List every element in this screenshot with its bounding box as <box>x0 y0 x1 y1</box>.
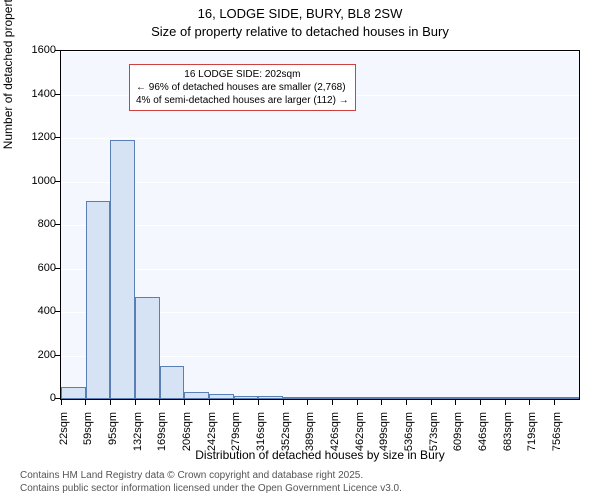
histogram-bar <box>431 397 456 399</box>
histogram-bar <box>86 201 111 399</box>
gridline <box>61 138 579 139</box>
xtick-mark <box>61 400 62 405</box>
xtick-mark <box>233 400 234 405</box>
histogram-bar <box>61 387 86 399</box>
xtick-mark <box>332 400 333 405</box>
chart-container: 16, LODGE SIDE, BURY, BL8 2SW Size of pr… <box>0 0 600 500</box>
xtick-mark <box>159 400 160 405</box>
histogram-bar <box>110 140 135 399</box>
ytick-label: 1600 <box>6 44 56 56</box>
footer-copyright: Contains HM Land Registry data © Crown c… <box>20 470 363 481</box>
chart-title-address: 16, LODGE SIDE, BURY, BL8 2SW <box>0 6 600 21</box>
histogram-bar <box>184 392 209 399</box>
xtick-mark <box>357 400 358 405</box>
gridline <box>61 51 579 52</box>
ytick-label: 800 <box>6 218 56 230</box>
histogram-bar <box>258 396 283 399</box>
xtick-mark <box>554 400 555 405</box>
histogram-bar <box>357 397 382 399</box>
xtick-mark <box>283 400 284 405</box>
x-axis-label: Distribution of detached houses by size … <box>60 448 580 462</box>
chart-title-description: Size of property relative to detached ho… <box>0 24 600 39</box>
plot-area: 16 LODGE SIDE: 202sqm ← 96% of detached … <box>60 50 580 400</box>
xtick-mark <box>135 400 136 405</box>
xtick-mark <box>110 400 111 405</box>
ytick-label: 0 <box>6 392 56 404</box>
annotation-box: 16 LODGE SIDE: 202sqm ← 96% of detached … <box>129 64 356 111</box>
histogram-bar <box>456 397 481 399</box>
xtick-mark <box>529 400 530 405</box>
y-axis-label: Number of detached properties <box>1 0 15 149</box>
histogram-bar <box>382 397 407 399</box>
ytick-mark <box>55 224 60 225</box>
annotation-larger: 4% of semi-detached houses are larger (1… <box>136 94 349 107</box>
ytick-mark <box>55 50 60 51</box>
gridline <box>61 182 579 183</box>
ytick-mark <box>55 398 60 399</box>
ytick-mark <box>55 355 60 356</box>
ytick-label: 200 <box>6 349 56 361</box>
histogram-bar <box>135 297 160 399</box>
histogram-bar <box>480 397 505 399</box>
ytick-mark <box>55 311 60 312</box>
annotation-title: 16 LODGE SIDE: 202sqm <box>136 68 349 81</box>
histogram-bar <box>505 397 530 399</box>
ytick-mark <box>55 137 60 138</box>
ytick-mark <box>55 94 60 95</box>
xtick-mark <box>258 400 259 405</box>
ytick-label: 400 <box>6 305 56 317</box>
histogram-bar <box>332 397 357 399</box>
ytick-mark <box>55 268 60 269</box>
histogram-bar <box>209 394 234 399</box>
xtick-mark <box>307 400 308 405</box>
histogram-bar <box>283 397 308 399</box>
xtick-mark <box>381 400 382 405</box>
ytick-label: 1000 <box>6 175 56 187</box>
gridline <box>61 225 579 226</box>
ytick-label: 600 <box>6 262 56 274</box>
histogram-bar <box>554 397 579 399</box>
gridline <box>61 269 579 270</box>
xtick-mark <box>85 400 86 405</box>
ytick-label: 1200 <box>6 131 56 143</box>
histogram-bar <box>308 397 333 399</box>
xtick-mark <box>431 400 432 405</box>
xtick-mark <box>209 400 210 405</box>
xtick-mark <box>455 400 456 405</box>
ytick-mark <box>55 181 60 182</box>
histogram-bar <box>406 397 431 399</box>
xtick-mark <box>505 400 506 405</box>
histogram-bar <box>160 366 185 399</box>
histogram-bar <box>530 397 555 399</box>
xtick-mark <box>406 400 407 405</box>
histogram-bar <box>234 396 259 399</box>
xtick-mark <box>184 400 185 405</box>
footer-licence: Contains public sector information licen… <box>20 483 402 494</box>
xtick-mark <box>480 400 481 405</box>
ytick-label: 1400 <box>6 88 56 100</box>
annotation-smaller: ← 96% of detached houses are smaller (2,… <box>136 81 349 94</box>
